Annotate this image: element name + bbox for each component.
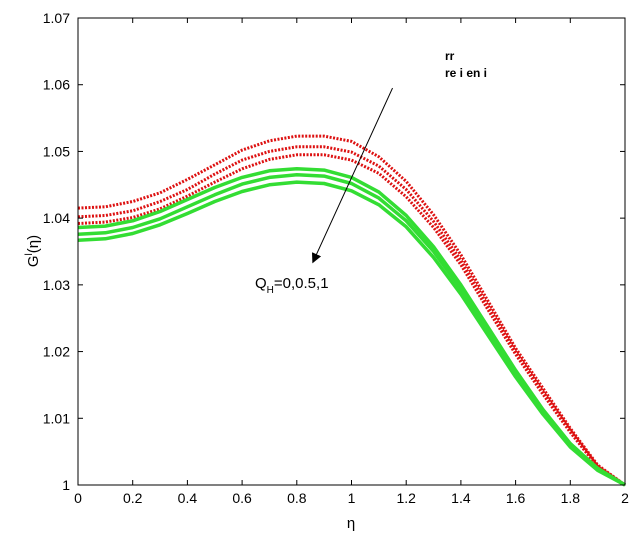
- series-line-5: [77, 173, 626, 487]
- y-tick-label: 1: [62, 477, 70, 493]
- legend-entry-2: re i en i: [445, 66, 487, 80]
- x-tick-label: 0.2: [123, 490, 143, 506]
- tick-layer: 0 0.2 0.4 0.6 0.8 1 1.2 1.4 1.6 1.8 2 1 1.01 1.02 1.03…: [43, 10, 629, 506]
- y-tick-label: 1.03: [43, 277, 70, 293]
- x-tick-label: 2: [621, 490, 629, 506]
- x-tick-label: 0.6: [232, 490, 252, 506]
- y-tick-label: 1.06: [43, 77, 70, 93]
- annotation-label: QH=0,0.5,1: [255, 275, 329, 296]
- legend-entry-1: rr: [445, 49, 455, 63]
- x-axis-label: η: [347, 515, 355, 532]
- y-axis-label-superscript: l: [24, 253, 35, 255]
- y-axis-label-main: G: [25, 255, 42, 267]
- y-tick-label: 1.04: [43, 210, 70, 226]
- x-tick-label: 1.8: [561, 490, 581, 506]
- y-axis-label-suffix: (η): [25, 235, 42, 253]
- x-tick-label: 0.8: [287, 490, 307, 506]
- x-tick-label: 0.4: [178, 490, 198, 506]
- x-tick-label: 1.4: [451, 490, 471, 506]
- y-tick-label: 1.02: [43, 344, 70, 360]
- series-line-1: [77, 134, 626, 487]
- series-layer: [77, 134, 626, 487]
- annotation-subscript: H: [267, 285, 274, 296]
- annotation-q: Q: [255, 275, 267, 292]
- annotation-arrow: [311, 87, 393, 264]
- annotation-values: =0,0.5,1: [274, 275, 329, 292]
- series-line-6: [77, 180, 626, 487]
- y-tick-label: 1.01: [43, 410, 70, 426]
- legend: rr re i en i: [445, 49, 487, 80]
- x-tick-label: 1.6: [506, 490, 526, 506]
- series-line-3: [77, 153, 626, 487]
- series-line-2: [77, 145, 626, 487]
- x-tick-label: 0: [74, 490, 82, 506]
- x-tick-label: 1.2: [396, 490, 416, 506]
- y-tick-label: 1.05: [43, 143, 70, 159]
- y-axis-label: Gl(η): [24, 235, 42, 267]
- y-tick-label: 1.07: [43, 10, 70, 26]
- series-line-4: [77, 167, 626, 487]
- x-tick-label: 1: [348, 490, 356, 506]
